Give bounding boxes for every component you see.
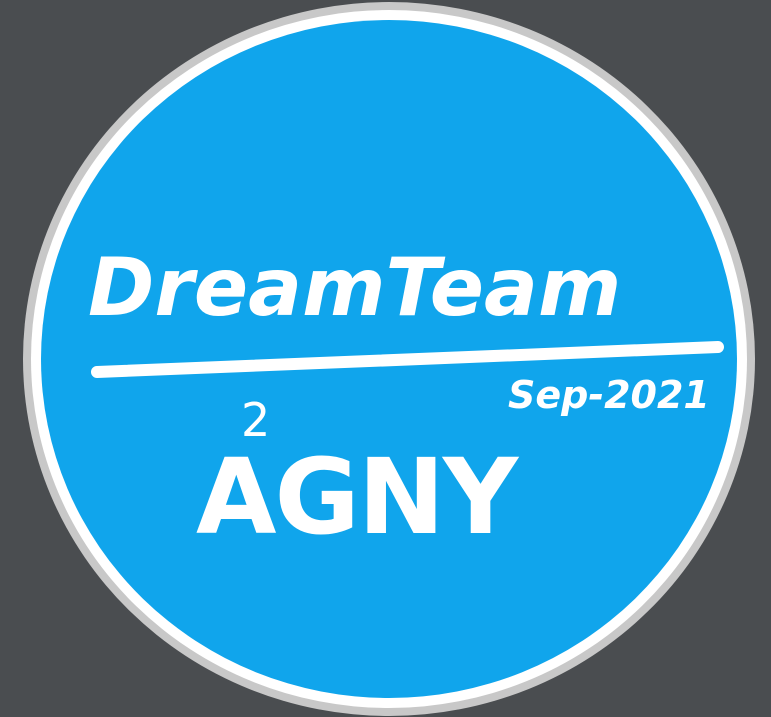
badge-code: AGNY (196, 436, 518, 558)
badge-date: Sep-2021 (508, 373, 710, 417)
badge-circle (41, 20, 737, 698)
badge-title: DreamTeam (88, 241, 622, 334)
badge-exponent: 2 (241, 393, 271, 447)
